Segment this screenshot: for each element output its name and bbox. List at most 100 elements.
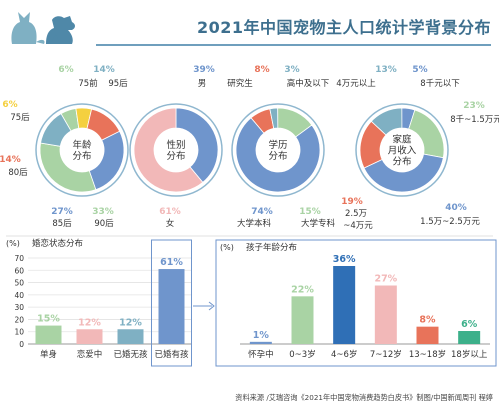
pie-category-label: 2.5万 bbox=[345, 209, 367, 219]
pie-category-label: 男 bbox=[198, 79, 207, 89]
y-tick-label: 40 bbox=[14, 291, 24, 300]
bar-value-label: 6% bbox=[461, 319, 478, 330]
page-title: 2021年中国宠物主人口统计学背景分布 bbox=[196, 18, 491, 37]
bar bbox=[158, 269, 185, 344]
donut-chart-1: 年龄分布 6% 75前 6% 75后 14% 80后 27%85后 33%90后 14% 95后 bbox=[0, 65, 129, 229]
donut-center-label: 分布 bbox=[166, 150, 185, 162]
pie-category-label: 大学专科 bbox=[301, 218, 336, 229]
bar bbox=[333, 266, 356, 344]
pie-value-label: 13% bbox=[375, 65, 397, 75]
pie-value-label: 15% bbox=[299, 207, 321, 217]
pie-category-label: 75后 bbox=[10, 112, 30, 123]
bar bbox=[249, 341, 272, 344]
x-tick-label: 已婚无孩 bbox=[113, 349, 148, 360]
pie-value-label: 19% bbox=[341, 197, 363, 207]
pie-value-label: 74% bbox=[251, 207, 273, 217]
pie-category-label: 75前 bbox=[78, 78, 98, 89]
pie-category-label: 8千~1.5万元 bbox=[450, 114, 499, 125]
y-tick-label: 10 bbox=[14, 328, 24, 337]
bar-value-label: 36% bbox=[333, 254, 356, 265]
pie-category-label: 85后 bbox=[52, 218, 72, 229]
bar-chart-title: 孩子年龄分布 bbox=[246, 242, 297, 253]
pet-logo-icon bbox=[11, 12, 75, 44]
bar bbox=[117, 329, 144, 344]
donut-center-label: 月收入 bbox=[388, 145, 417, 157]
bar-value-label: 8% bbox=[419, 315, 436, 326]
bar bbox=[291, 296, 314, 344]
pie-value-label: 23% bbox=[463, 101, 485, 111]
donut-center-label: 分布 bbox=[72, 150, 91, 162]
donut-center bbox=[60, 128, 104, 172]
x-tick-label: 4~6岁 bbox=[331, 349, 357, 360]
pie-category-label: 大学本科 bbox=[237, 218, 272, 229]
children-age-bar-chart: (%) 孩子年龄分布 1% 怀孕中 22% 0~3岁 36% 4~6岁 27% 7~12岁 8% 13… bbox=[215, 239, 497, 367]
bar bbox=[416, 326, 439, 344]
bar bbox=[35, 325, 62, 344]
bar-value-label: 27% bbox=[374, 274, 397, 285]
pie-value-label: 27% bbox=[51, 207, 73, 217]
bar-value-label: 15% bbox=[37, 314, 60, 325]
bar-chart-title: 婚恋状态分布 bbox=[32, 238, 83, 249]
pie-category-label: 95后 bbox=[108, 78, 128, 89]
arrowhead-icon bbox=[208, 301, 215, 311]
pie-category-label: 80后 bbox=[8, 167, 28, 178]
x-tick-label: 7~12岁 bbox=[370, 349, 402, 360]
pie-value-label: 8% bbox=[254, 65, 269, 75]
donut-outer-ring bbox=[35, 103, 129, 197]
donut-center-label: 家庭 bbox=[392, 134, 412, 146]
x-tick-label: 0~3岁 bbox=[289, 349, 315, 360]
pie-category-label: 高中及以下 bbox=[287, 78, 330, 89]
bar bbox=[458, 331, 481, 344]
x-tick-label: 单身 bbox=[40, 349, 57, 360]
bar-value-label: 22% bbox=[291, 284, 314, 295]
pie-value-label: 14% bbox=[0, 155, 21, 165]
pie-value-label: 6% bbox=[2, 100, 17, 110]
donut-center-label: 分布 bbox=[392, 156, 411, 168]
header: 2021年中国宠物主人口统计学背景分布 bbox=[0, 0, 499, 50]
donut-center-label: 性别 bbox=[166, 139, 185, 151]
donut-center-label: 学历 bbox=[268, 139, 287, 151]
donut-center-label: 分布 bbox=[268, 150, 287, 162]
pie-value-label: 33% bbox=[92, 207, 114, 217]
x-tick-label: 18岁以上 bbox=[451, 349, 488, 360]
bar bbox=[76, 329, 103, 344]
donut-center bbox=[154, 128, 198, 172]
pie-value-label: 14% bbox=[93, 65, 115, 75]
bar-value-label: 12% bbox=[119, 317, 142, 328]
donut-center bbox=[256, 128, 300, 172]
chart-frame bbox=[215, 239, 497, 367]
x-tick-label: 已婚有孩 bbox=[154, 349, 189, 360]
donut-outer-ring bbox=[231, 103, 325, 197]
bar-value-label: 61% bbox=[160, 257, 183, 268]
pie-value-label: 5% bbox=[412, 65, 427, 75]
pie-value-label: 61% bbox=[159, 207, 181, 217]
source-note: 资料来源 /艾瑞咨询《2021年中国宠物消费趋势白皮书》制图/中国新闻周刊 程婷 bbox=[235, 393, 493, 402]
donut-center-label: 年龄 bbox=[72, 139, 92, 151]
x-tick-label: 13~18岁 bbox=[409, 349, 446, 360]
pie-category-label: ~4万元 bbox=[343, 221, 373, 231]
pie-category-label: 8千元以下 bbox=[420, 78, 460, 89]
pie-value-label: 40% bbox=[445, 203, 467, 213]
pie-value-label: 3% bbox=[284, 65, 299, 75]
pie-category-label: 1.5万~2.5万元 bbox=[420, 217, 480, 227]
y-tick-label: 60 bbox=[14, 266, 24, 275]
pie-category-label: 研究生 bbox=[227, 78, 253, 89]
y-tick-label: 50 bbox=[14, 279, 24, 288]
donut-outer-ring bbox=[355, 103, 449, 197]
y-unit-label: (%) bbox=[6, 239, 20, 248]
y-unit-label: (%) bbox=[220, 243, 234, 252]
bar-value-label: 1% bbox=[253, 330, 270, 341]
pie-value-label: 39% bbox=[193, 65, 215, 75]
title-underline bbox=[96, 44, 491, 46]
pie-value-label: 6% bbox=[58, 65, 73, 75]
pie-category-label: 女 bbox=[166, 218, 175, 229]
y-tick-label: 30 bbox=[14, 303, 24, 312]
donut-outer-ring bbox=[129, 103, 223, 197]
highlight-box bbox=[151, 239, 192, 367]
y-tick-label: 70 bbox=[14, 254, 24, 263]
x-tick-label: 怀孕中 bbox=[248, 349, 274, 360]
